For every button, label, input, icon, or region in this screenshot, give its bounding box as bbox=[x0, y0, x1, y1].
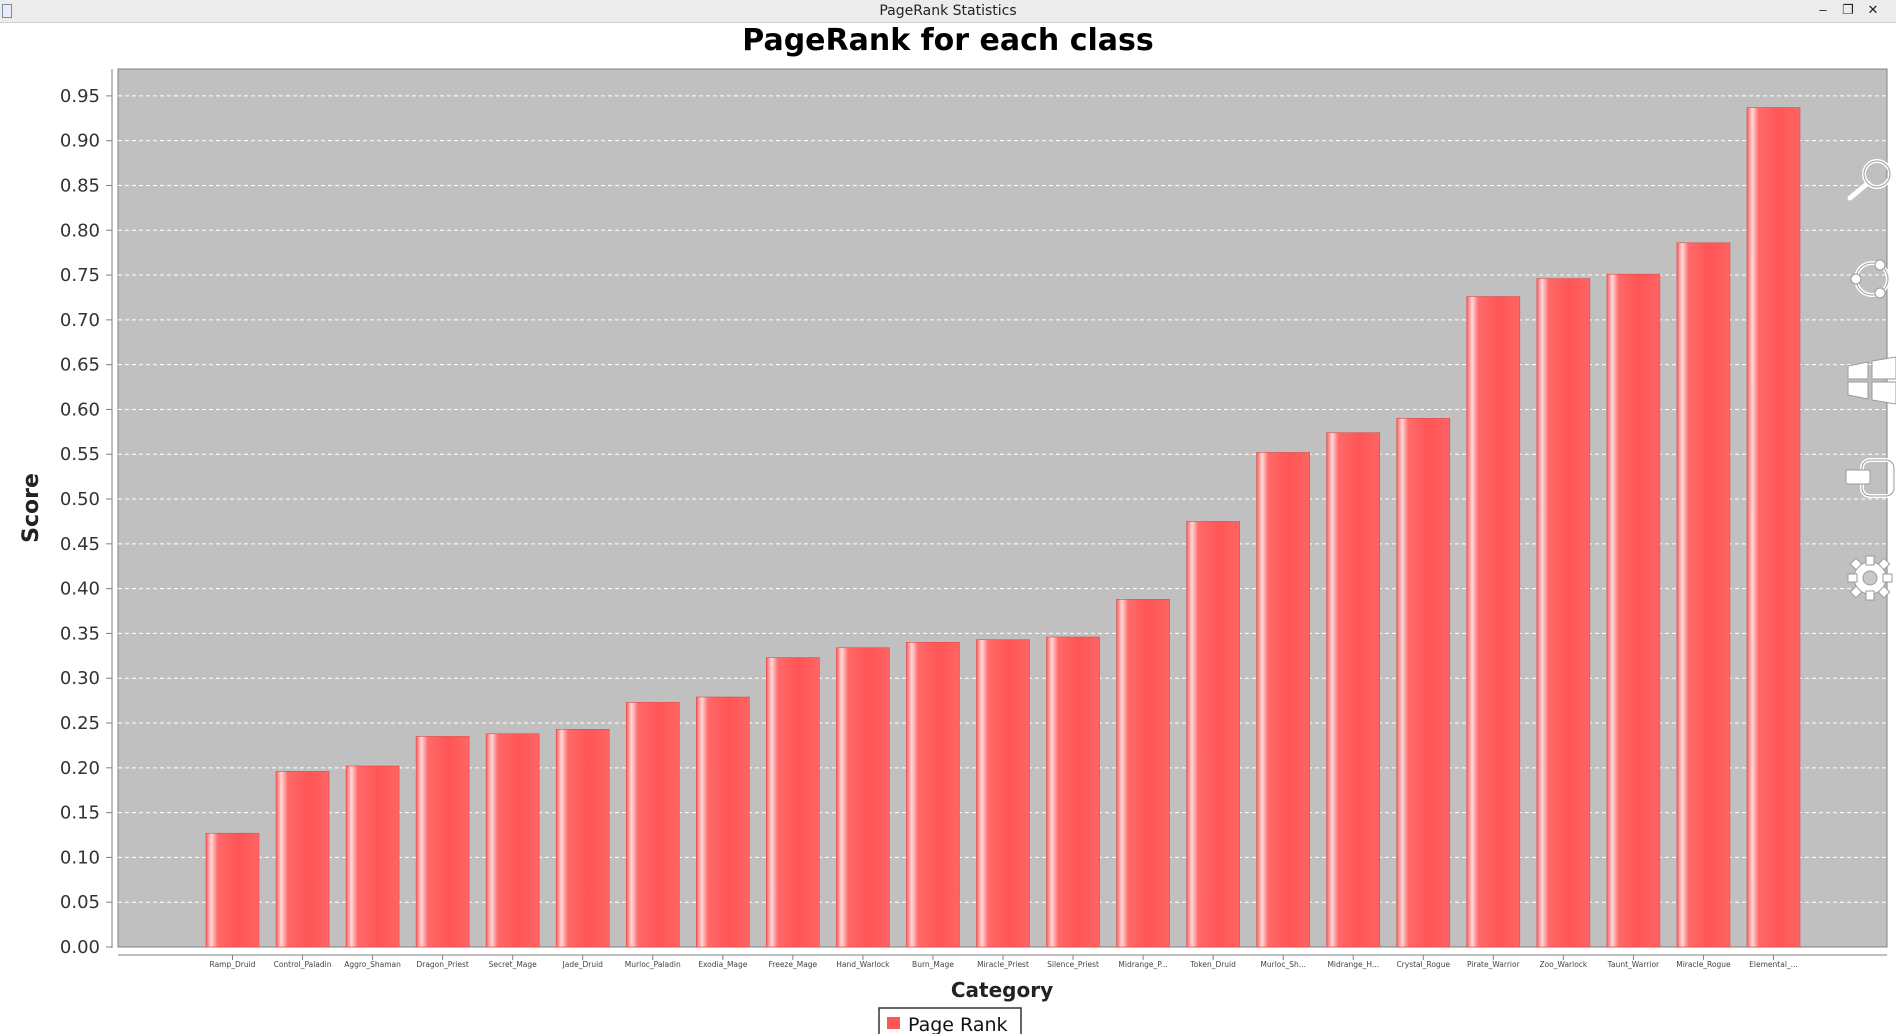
device-connect-icon[interactable] bbox=[1842, 452, 1896, 506]
y-axis-label: Score bbox=[19, 473, 44, 543]
share-icon[interactable] bbox=[1842, 253, 1896, 307]
y-tick-label: 0.50 bbox=[60, 489, 100, 510]
legend-box bbox=[878, 1007, 1022, 1034]
bar bbox=[1746, 107, 1801, 948]
x-tick-label: Secret_Mage bbox=[489, 960, 538, 969]
bar bbox=[1676, 242, 1731, 948]
bar bbox=[345, 765, 400, 948]
bar bbox=[555, 728, 610, 948]
x-tick-label: Exodia_Mage bbox=[698, 960, 748, 969]
x-tick-label: Elemental_... bbox=[1749, 960, 1798, 969]
y-tick-label: 0.75 bbox=[60, 265, 100, 286]
gear-icon[interactable] bbox=[1842, 550, 1896, 604]
x-tick-label: Crystal_Rogue bbox=[1396, 960, 1450, 969]
bar bbox=[1536, 278, 1591, 948]
x-tick-label: Freeze_Mage bbox=[769, 960, 818, 969]
bar bbox=[976, 639, 1030, 948]
y-tick-label: 0.55 bbox=[60, 444, 100, 465]
bar bbox=[906, 642, 960, 948]
bar bbox=[1606, 273, 1661, 948]
y-tick-label: 0.15 bbox=[60, 803, 100, 824]
bar bbox=[625, 702, 680, 948]
bar bbox=[836, 647, 890, 948]
y-tick-label: 0.20 bbox=[60, 758, 100, 779]
bar bbox=[1326, 432, 1381, 948]
app-icon bbox=[2, 4, 12, 18]
y-tick-label: 0.10 bbox=[60, 847, 100, 868]
bar bbox=[415, 736, 470, 948]
bar bbox=[1046, 636, 1100, 948]
bar bbox=[205, 832, 260, 948]
y-tick-label: 0.25 bbox=[60, 713, 100, 734]
x-axis-label: Category bbox=[951, 978, 1053, 1002]
x-tick-label: Control_Paladin bbox=[274, 960, 332, 969]
x-tick-label: Silence_Priest bbox=[1047, 960, 1099, 969]
y-tick-label: 0.40 bbox=[60, 579, 100, 600]
y-tick-label: 0.70 bbox=[60, 310, 100, 331]
bar bbox=[766, 657, 820, 948]
y-tick-label: 0.90 bbox=[60, 131, 100, 152]
window-title: PageRank Statistics bbox=[879, 3, 1017, 19]
x-tick-label: Token_Druid bbox=[1189, 960, 1236, 969]
x-tick-label: Jade_Druid bbox=[562, 960, 604, 969]
bar bbox=[485, 733, 540, 948]
y-tick-label: 0.35 bbox=[60, 623, 100, 644]
x-tick-label: Murloc_Paladin bbox=[625, 960, 681, 969]
bar bbox=[275, 771, 330, 948]
x-tick-label: Zoo_Warlock bbox=[1539, 960, 1587, 969]
x-tick-label: Ramp_Druid bbox=[210, 960, 256, 969]
bar bbox=[1186, 521, 1240, 948]
x-tick-label: Pirate_Warrior bbox=[1467, 960, 1521, 969]
x-tick-label: Miracle_Rogue bbox=[1676, 960, 1731, 969]
y-tick-label: 0.05 bbox=[60, 892, 100, 913]
bar bbox=[696, 696, 750, 948]
x-tick-label: Hand_Warlock bbox=[836, 960, 890, 969]
x-tick-label: Dragon_Priest bbox=[416, 960, 468, 969]
restore-button[interactable]: ❐ bbox=[1842, 2, 1854, 17]
x-tick-label: Aggro_Shaman bbox=[344, 960, 401, 969]
minimize-button[interactable]: – bbox=[1819, 2, 1827, 17]
bar bbox=[1466, 296, 1521, 948]
bar bbox=[1396, 418, 1451, 948]
chart: PageRank for each class 0.00 0.05 0.10 0.15… bbox=[19, 23, 1888, 1034]
title-bar: PageRank Statistics – ❐ ✕ bbox=[0, 0, 1896, 23]
y-tick-label: 0.45 bbox=[60, 534, 100, 555]
x-tick-label: Miracle_Priest bbox=[977, 960, 1029, 969]
windows-icon[interactable] bbox=[1842, 352, 1896, 406]
y-tick-label: 0.80 bbox=[60, 220, 100, 241]
y-tick-label: 0.85 bbox=[60, 175, 100, 196]
legend-label: Page Rank bbox=[908, 1014, 1008, 1034]
bar bbox=[1256, 452, 1310, 948]
x-tick-label: Murloc_Sh... bbox=[1260, 960, 1306, 969]
legend: Page Rank bbox=[878, 1007, 1022, 1034]
y-tick-label: 0.95 bbox=[60, 86, 100, 107]
x-tick-label: Taunt_Warrior bbox=[1607, 960, 1660, 969]
y-tick-label: 0.60 bbox=[60, 399, 100, 420]
y-tick-label: 0.65 bbox=[60, 355, 100, 376]
close-button[interactable]: ✕ bbox=[1867, 2, 1879, 17]
y-tick-label: 0.00 bbox=[60, 937, 100, 958]
y-tick-label: 0.30 bbox=[60, 668, 100, 689]
bar bbox=[1116, 599, 1170, 948]
search-icon[interactable] bbox=[1842, 150, 1896, 204]
x-tick-label: Burn_Mage bbox=[912, 960, 954, 969]
chart-title: PageRank for each class bbox=[742, 23, 1153, 58]
x-tick-label: Midrange_P... bbox=[1118, 960, 1167, 969]
legend-swatch bbox=[887, 1017, 900, 1029]
x-tick-label: Midrange_H... bbox=[1327, 960, 1379, 969]
